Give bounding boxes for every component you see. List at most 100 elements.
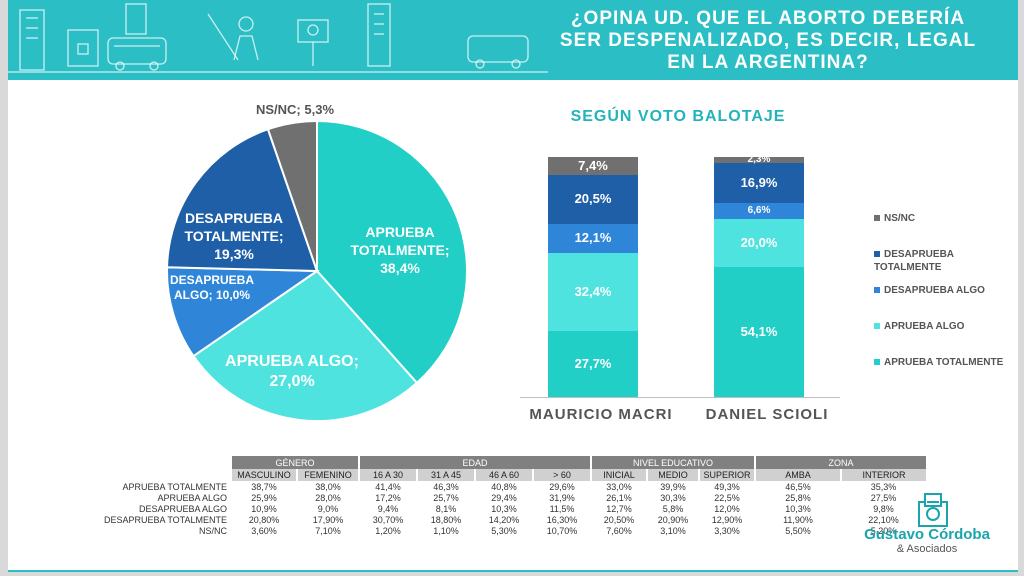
- legend-item-desaprueba-totalmente: DESAPRUEBA TOTALMENTE: [874, 249, 954, 273]
- table-cell: 25,7%: [433, 492, 459, 503]
- column-header: 16 A 30: [358, 469, 417, 481]
- bar-segment-0-0: [548, 330, 638, 397]
- group-genero: GÉNERO: [230, 456, 359, 469]
- table-cell: 20,80%: [248, 514, 280, 525]
- table-cell: 41,4%: [375, 481, 401, 492]
- bar-value-label-1-4: 2,3%: [747, 153, 771, 165]
- pie-label-aprueba-totalmente: APRUEBA TOTALMENTE; 38,4%: [350, 224, 450, 276]
- table-cell: 18,80%: [430, 514, 462, 525]
- table-cell: 14,20%: [488, 514, 520, 525]
- table-cell: 40,8%: [491, 481, 517, 492]
- bar-segment-0-3: [548, 174, 638, 224]
- table-cell: 33,0%: [606, 481, 632, 492]
- slide: ¿OPINA UD. QUE EL ABORTO DEBERÍA SER DES…: [8, 0, 1018, 572]
- table-cell: 49,3%: [714, 481, 740, 492]
- table-cell: 10,70%: [546, 525, 578, 536]
- pie-label-desaprueba-algo: DESAPRUEBA ALGO; 10,0%: [169, 273, 254, 302]
- table-cell: 46,5%: [785, 481, 811, 492]
- row-label: APRUEBA ALGO: [157, 492, 227, 503]
- table-cell: 25,8%: [785, 492, 811, 503]
- table-cell: 10,3%: [491, 503, 517, 514]
- table-cell: 39,9%: [660, 481, 686, 492]
- brand-name: Gustavo Córdoba: [864, 526, 990, 543]
- pie-chart: [166, 119, 468, 422]
- group-zona: ZONA: [754, 456, 926, 469]
- table-cell: 20,90%: [657, 514, 689, 525]
- table-row: NS/NC 3,60% 7,10% 1,20% 1,10% 5,30% 10,70% 7,60…: [96, 525, 926, 536]
- table-header-row: MASCULINO FEMENINO 16 A 30 31 A 45 46 A 60 > …: [96, 469, 926, 481]
- table-cell: 9,0%: [317, 503, 339, 514]
- row-label: APRUEBA TOTALMENTE: [122, 481, 227, 492]
- legend-item-aprueba-algo: APRUEBA ALGO: [874, 320, 1004, 333]
- table-cell: 5,8%: [662, 503, 684, 514]
- table-cell: 11,5%: [549, 503, 575, 514]
- table-cell: 16,30%: [546, 514, 578, 525]
- table-cell: 9,8%: [873, 503, 894, 514]
- legend-item-desaprueba-algo: DESAPRUEBA ALGO: [874, 284, 1004, 297]
- pie-label-desaprueba-totalmente: DESAPRUEBA TOTALMENTE; 19,3%: [184, 210, 284, 262]
- table-cell: 5,50%: [785, 525, 811, 536]
- brand-subtitle: & Asociados: [896, 543, 958, 555]
- table-row: APRUEBA ALGO 25,9% 28,0% 17,2% 25,7% 29,4% 31,…: [96, 492, 926, 503]
- bar-value-label-0-3: 20,5%: [574, 191, 612, 207]
- table-row: DESAPRUEBA TOTALMENTE 20,80% 17,90% 30,70% 1…: [96, 514, 926, 525]
- table-cell: 46,3%: [433, 481, 459, 492]
- ballot-box-logo-icon: [918, 493, 948, 527]
- category-label-scioli: DANIEL SCIOLI: [705, 406, 829, 423]
- table-cell: 29,6%: [549, 481, 575, 492]
- header-title: ¿OPINA UD. QUE EL ABORTO DEBERÍA SER DES…: [559, 8, 977, 73]
- table-cell: 7,60%: [606, 525, 632, 536]
- bar-segment-1-0: [714, 267, 804, 397]
- row-label: DESAPRUEBA TOTALMENTE: [103, 514, 227, 525]
- header-banner: ¿OPINA UD. QUE EL ABORTO DEBERÍA SER DES…: [8, 0, 1018, 80]
- table-cell: 3,10%: [660, 525, 686, 536]
- column-header: INICIAL: [590, 469, 647, 481]
- bar-segment-0-2: [548, 223, 638, 253]
- bar-value-label-1-3: 16,9%: [740, 174, 778, 190]
- pie-label-aprueba-algo: APRUEBA ALGO; 27,0%: [225, 353, 359, 390]
- table-cell: 27,5%: [870, 492, 897, 503]
- column-header: MASCULINO: [230, 469, 297, 481]
- category-label-macri: MAURICIO MACRI: [529, 406, 673, 423]
- table-cell: 10,9%: [251, 503, 277, 514]
- pie-label-nsnc: NS/NC; 5,3%: [255, 102, 335, 117]
- bar-value-label-1-2: 6,6%: [747, 205, 771, 217]
- bar-value-label-1-0: 54,1%: [740, 324, 778, 339]
- bar-segment-0-4: [548, 157, 638, 175]
- column-header: AMBA: [754, 469, 841, 481]
- table-cell: 25,9%: [251, 492, 277, 503]
- row-label: NS/NC: [198, 525, 227, 536]
- legend-item-nsnc: NS/NC: [874, 212, 1004, 225]
- column-header: MEDIO: [646, 469, 699, 481]
- table-cell: 31,9%: [549, 492, 575, 503]
- table-cell: 22,10%: [868, 514, 899, 525]
- bar-segment-1-3: [714, 162, 804, 204]
- table-cell: 22,5%: [714, 492, 740, 503]
- table-cell: 12,90%: [711, 514, 743, 525]
- bar-value-label-0-0: 27,7%: [574, 355, 612, 371]
- table-cell: 1,10%: [433, 525, 459, 536]
- city-illustration: [8, 3, 548, 73]
- column-header: SUPERIOR: [698, 469, 755, 481]
- bar-value-label-0-2: 12,1%: [574, 230, 612, 246]
- table-cell: 7,10%: [315, 525, 341, 536]
- bar-segment-1-4: [714, 157, 804, 163]
- crosstab-table: GÉNERO EDAD NIVEL EDUCATIVO ZONA MASCULI…: [96, 456, 926, 536]
- table-row: DESAPRUEBA ALGO 10,9% 9,0% 9,4% 8,1% 10,3% 11,…: [96, 503, 926, 514]
- group-edad: EDAD: [358, 456, 591, 469]
- table-cell: 12,0%: [714, 503, 740, 514]
- table-group-row: GÉNERO EDAD NIVEL EDUCATIVO ZONA: [96, 456, 926, 469]
- bar-segment-1-2: [714, 203, 804, 219]
- bar-segment-1-1: [714, 218, 804, 268]
- row-label: DESAPRUEBA ALGO: [138, 503, 227, 514]
- table-cell: 20,50%: [603, 514, 635, 525]
- table-cell: 26,1%: [606, 492, 632, 503]
- table-cell: 28,0%: [315, 492, 341, 503]
- column-header: FEMENINO: [296, 469, 359, 481]
- table-cell: 1,20%: [375, 525, 401, 536]
- table-cell: 17,90%: [312, 514, 344, 525]
- table-cell: 9,4%: [377, 503, 399, 514]
- bar-value-label-0-4: 7,4%: [578, 157, 608, 173]
- table-cell: 12,7%: [606, 503, 632, 514]
- table-cell: 3,60%: [251, 525, 277, 536]
